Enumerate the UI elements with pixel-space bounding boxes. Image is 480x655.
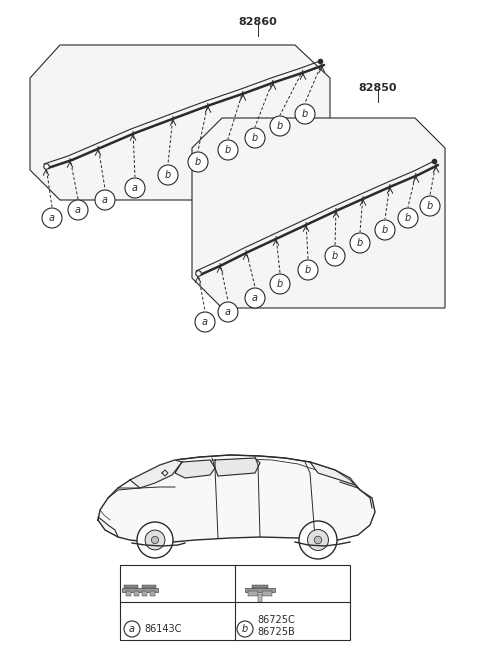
Circle shape (137, 522, 173, 558)
Bar (122, 588, 158, 592)
Bar (124, 585, 138, 588)
Text: 86725C: 86725C (257, 615, 295, 625)
Text: b: b (277, 121, 283, 131)
Bar (142, 585, 156, 588)
Circle shape (308, 529, 328, 550)
Polygon shape (192, 118, 445, 308)
Text: b: b (225, 145, 231, 155)
Circle shape (95, 190, 115, 210)
Text: b: b (427, 201, 433, 211)
Bar (150, 591, 155, 596)
Text: b: b (332, 251, 338, 261)
Text: b: b (382, 225, 388, 235)
Bar (262, 591, 272, 596)
Bar (120, 565, 350, 640)
Text: a: a (102, 195, 108, 205)
Polygon shape (175, 460, 215, 478)
Circle shape (218, 302, 238, 322)
Circle shape (350, 233, 370, 253)
Bar (245, 588, 275, 592)
Circle shape (124, 621, 140, 637)
Circle shape (188, 152, 208, 172)
Polygon shape (310, 462, 355, 485)
Bar (258, 594, 262, 602)
Polygon shape (215, 458, 260, 476)
Circle shape (325, 246, 345, 266)
Circle shape (314, 536, 322, 544)
Text: a: a (225, 307, 231, 317)
Text: b: b (252, 133, 258, 143)
Text: b: b (242, 624, 248, 634)
Text: a: a (132, 183, 138, 193)
Bar (248, 591, 258, 596)
Text: b: b (405, 213, 411, 223)
Circle shape (158, 165, 178, 185)
Text: b: b (302, 109, 308, 119)
Circle shape (125, 178, 145, 198)
Text: b: b (357, 238, 363, 248)
Text: b: b (305, 265, 311, 275)
Circle shape (245, 128, 265, 148)
Text: 82850: 82850 (359, 83, 397, 93)
Circle shape (295, 104, 315, 124)
Text: b: b (165, 170, 171, 180)
Circle shape (270, 116, 290, 136)
Circle shape (237, 621, 253, 637)
Circle shape (42, 208, 62, 228)
Polygon shape (30, 45, 330, 200)
Circle shape (195, 312, 215, 332)
Circle shape (398, 208, 418, 228)
Circle shape (218, 140, 238, 160)
Polygon shape (130, 460, 182, 488)
Text: b: b (277, 279, 283, 289)
Circle shape (299, 521, 337, 559)
Circle shape (68, 200, 88, 220)
Circle shape (145, 530, 165, 550)
Text: a: a (252, 293, 258, 303)
Text: 86725B: 86725B (257, 627, 295, 637)
Text: 82860: 82860 (239, 17, 277, 27)
Text: a: a (202, 317, 208, 327)
Bar (126, 591, 131, 596)
Circle shape (298, 260, 318, 280)
Circle shape (420, 196, 440, 216)
Bar (142, 591, 147, 596)
Bar (134, 591, 139, 596)
Text: 86143C: 86143C (144, 624, 181, 634)
Text: a: a (49, 213, 55, 223)
Text: a: a (129, 624, 135, 634)
Circle shape (270, 274, 290, 294)
Circle shape (245, 288, 265, 308)
Text: a: a (75, 205, 81, 215)
Text: b: b (195, 157, 201, 167)
Polygon shape (98, 455, 375, 543)
Circle shape (375, 220, 395, 240)
Circle shape (151, 536, 158, 544)
Bar (252, 585, 268, 588)
